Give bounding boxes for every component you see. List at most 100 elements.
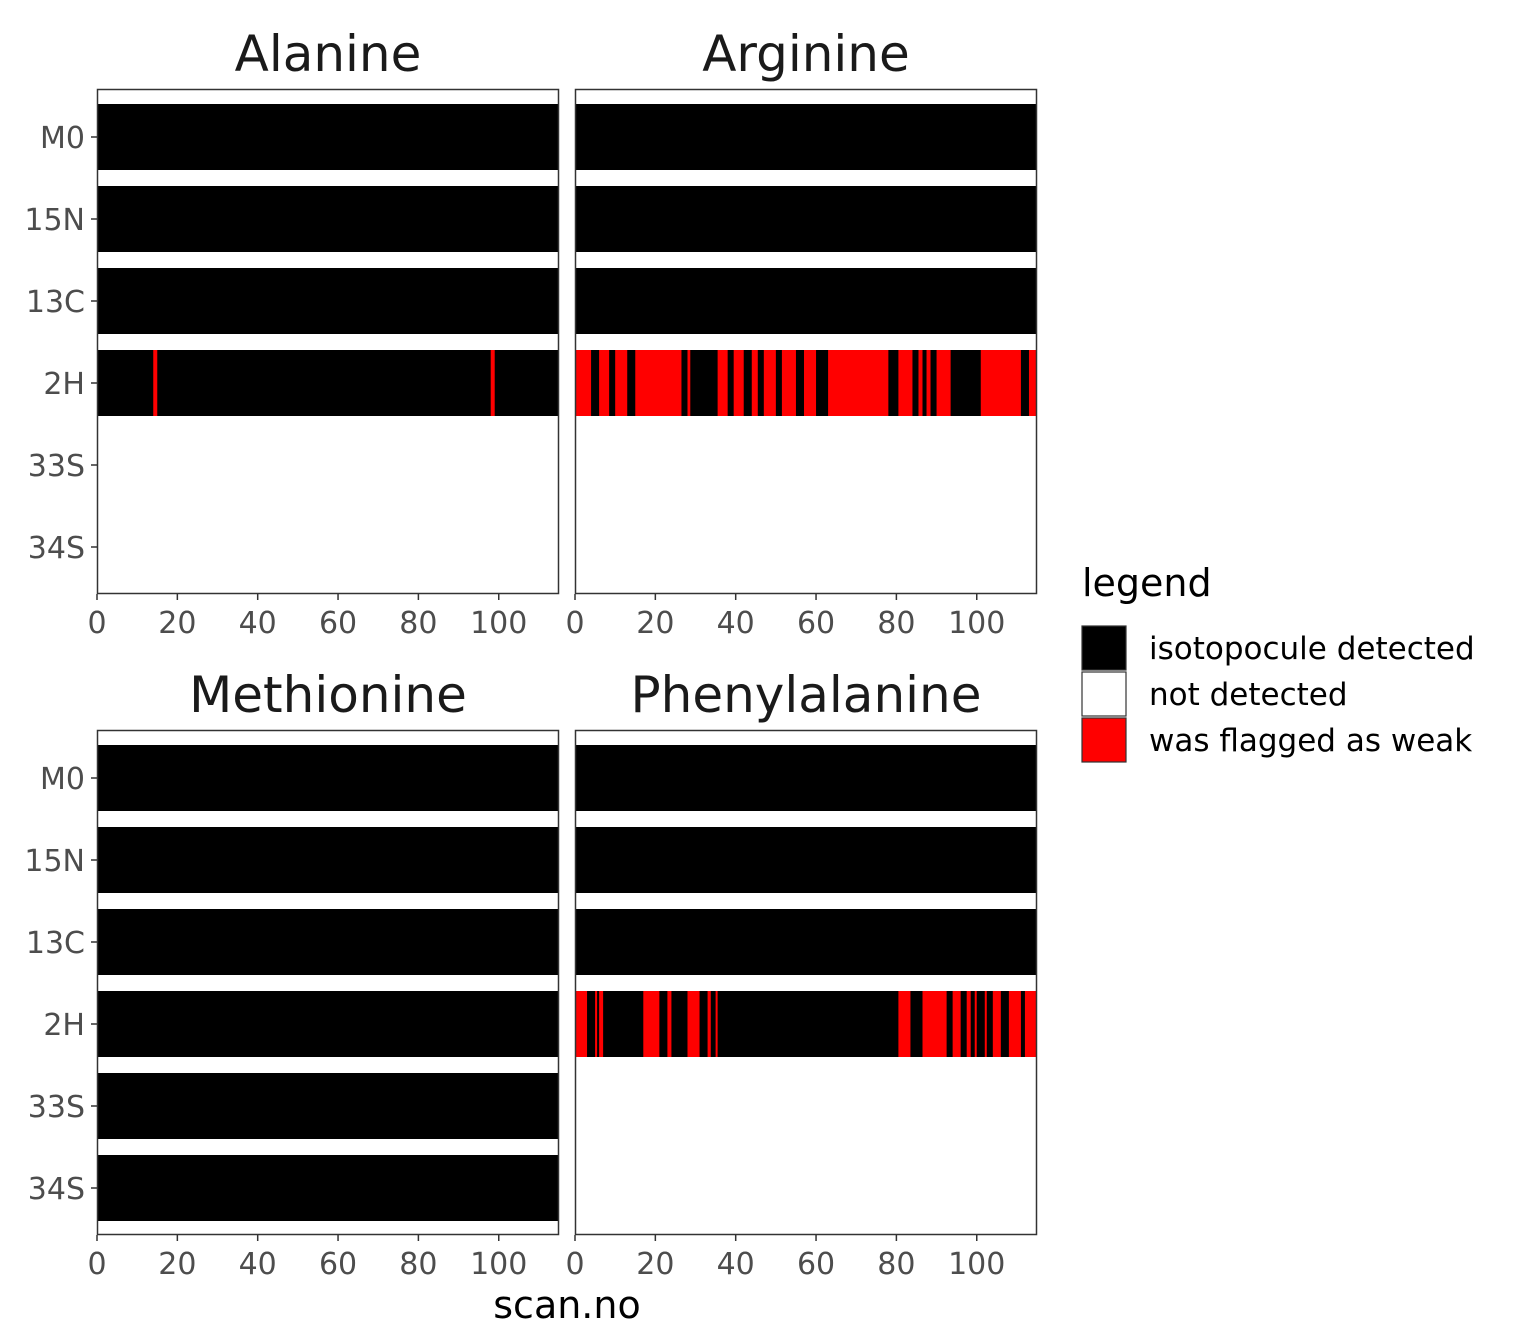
weak-segment-arginine-2h-5 (717, 350, 728, 416)
cell-alanine-m0 (97, 104, 559, 170)
weak-segment-phenylalanine-2h-10 (952, 991, 961, 1057)
weak-segment-phenylalanine-2h-13 (984, 991, 987, 1057)
panel-phenylalanine: Phenylalanine 0 20 40 60 80 100 (565, 666, 1038, 1282)
panel-methionine: Methionine M0 15N 13C 2H 33S 34S 0 20 40 60 80 100 (24, 666, 560, 1282)
panel-alanine: Alanine M0 15N 13C 2H 33S 34S 0 20 40 60 80 100 (24, 25, 560, 641)
panel-background (575, 89, 1037, 594)
x-tick-label-20: 20 (636, 606, 674, 641)
x-tick-label-100: 100 (948, 606, 1005, 641)
weak-segment-arginine-2h-6 (733, 350, 744, 416)
legend-key-weak (1081, 717, 1127, 763)
cell-alanine-15n (97, 186, 559, 252)
x-tick-label-60: 60 (797, 606, 835, 641)
panel-title-methionine: Methionine (189, 666, 467, 724)
weak-segment-arginine-2h-2 (615, 350, 628, 416)
cell-phenylalanine-m0 (575, 745, 1037, 811)
panel-title-alanine: Alanine (235, 25, 422, 83)
x-tick-label-60: 60 (797, 1247, 835, 1282)
x-tick-label-0: 0 (565, 606, 584, 641)
weak-segment-arginine-2h-9 (781, 350, 796, 416)
panel-border (574, 88, 1038, 595)
weak-segment-alanine-2h-0 (153, 350, 158, 416)
cell-phenylalanine-13c (575, 909, 1037, 975)
y-tick-label-34s: 34S (28, 1172, 85, 1207)
y-tick-label-33s: 33S (28, 1090, 85, 1125)
x-tick-label-80: 80 (877, 606, 915, 641)
legend-label-detected: isotopocule detected (1149, 631, 1475, 667)
weak-segment-alanine-2h-1 (490, 350, 495, 416)
legend-entries: isotopocule detected not detected was flag… (1081, 625, 1475, 763)
cell-methionine-13c (97, 909, 559, 975)
weak-segment-phenylalanine-2h-4 (667, 991, 672, 1057)
y-tick-label-2h: 2H (43, 367, 85, 402)
cell-phenylalanine-15n (575, 827, 1037, 893)
weak-segment-arginine-2h-17 (1028, 350, 1037, 416)
x-axis-title: scan.no (493, 1283, 640, 1327)
x-tick-label-0: 0 (565, 1247, 584, 1282)
weak-segment-phenylalanine-2h-9 (922, 991, 947, 1057)
cell-methionine-2h (97, 991, 559, 1057)
x-tick-label-0: 0 (87, 606, 106, 641)
weak-segment-phenylalanine-2h-11 (966, 991, 971, 1057)
y-tick-label-15n: 15N (24, 844, 85, 879)
cell-methionine-34s (97, 1155, 559, 1221)
cell-arginine-34s (575, 514, 1037, 580)
weak-segment-phenylalanine-2h-8 (898, 991, 911, 1057)
weak-segment-arginine-2h-16 (980, 350, 1021, 416)
weak-segment-phenylalanine-2h-3 (643, 991, 660, 1057)
cell-methionine-m0 (97, 745, 559, 811)
y-tick-label-13c: 13C (26, 926, 85, 961)
weak-segment-phenylalanine-2h-1 (595, 991, 598, 1057)
weak-segment-phenylalanine-2h-6 (707, 991, 711, 1057)
weak-segment-arginine-2h-7 (751, 350, 758, 416)
panel-border (96, 729, 560, 1236)
legend-label-weak: was flagged as weak (1149, 723, 1472, 759)
y-tick-label-m0: M0 (40, 121, 85, 156)
weak-segment-arginine-2h-0 (575, 350, 592, 416)
legend-label-not: not detected (1149, 677, 1348, 713)
x-tick-label-40: 40 (239, 606, 277, 641)
weak-segment-phenylalanine-2h-16 (1024, 991, 1037, 1057)
cell-methionine-33s (97, 1073, 559, 1139)
weak-segment-arginine-2h-3 (635, 350, 682, 416)
weak-segment-phenylalanine-2h-2 (599, 991, 604, 1057)
x-tick-label-100: 100 (948, 1247, 1005, 1282)
cell-arginine-13c (575, 268, 1037, 334)
x-tick-label-20: 20 (636, 1247, 674, 1282)
weak-segment-arginine-2h-15 (936, 350, 951, 416)
x-tick-label-80: 80 (877, 1247, 915, 1282)
panel-border (96, 88, 560, 595)
cell-alanine-34s (97, 514, 559, 580)
weak-segment-phenylalanine-2h-14 (992, 991, 1001, 1057)
x-tick-label-40: 40 (717, 1247, 755, 1282)
weak-segment-arginine-2h-11 (828, 350, 889, 416)
cell-arginine-33s (575, 432, 1037, 498)
y-tick-label-34s: 34S (28, 531, 85, 566)
weak-segment-phenylalanine-2h-15 (1008, 991, 1021, 1057)
y-tick-label-15n: 15N (24, 203, 85, 238)
legend: legend isotopocule detected not detected w… (1081, 561, 1475, 763)
y-tick-label-2h: 2H (43, 1008, 85, 1043)
x-tick-label-40: 40 (717, 606, 755, 641)
x-tick-label-100: 100 (470, 606, 527, 641)
x-tick-label-60: 60 (319, 606, 357, 641)
x-tick-label-60: 60 (319, 1247, 357, 1282)
weak-segment-arginine-2h-13 (918, 350, 923, 416)
x-tick-label-20: 20 (158, 1247, 196, 1282)
x-tick-label-20: 20 (158, 606, 196, 641)
weak-segment-phenylalanine-2h-7 (715, 991, 718, 1057)
weak-segment-phenylalanine-2h-5 (687, 991, 700, 1057)
y-tick-label-13c: 13C (26, 285, 85, 320)
legend-title: legend (1082, 561, 1212, 605)
cell-phenylalanine-34s (575, 1155, 1037, 1221)
cell-alanine-33s (97, 432, 559, 498)
x-tick-label-40: 40 (239, 1247, 277, 1282)
weak-segment-arginine-2h-14 (926, 350, 931, 416)
cell-arginine-15n (575, 186, 1037, 252)
cell-alanine-2h (97, 350, 559, 416)
panel-border (574, 729, 1038, 1236)
legend-key-not (1081, 671, 1127, 717)
panel-background (97, 89, 559, 594)
